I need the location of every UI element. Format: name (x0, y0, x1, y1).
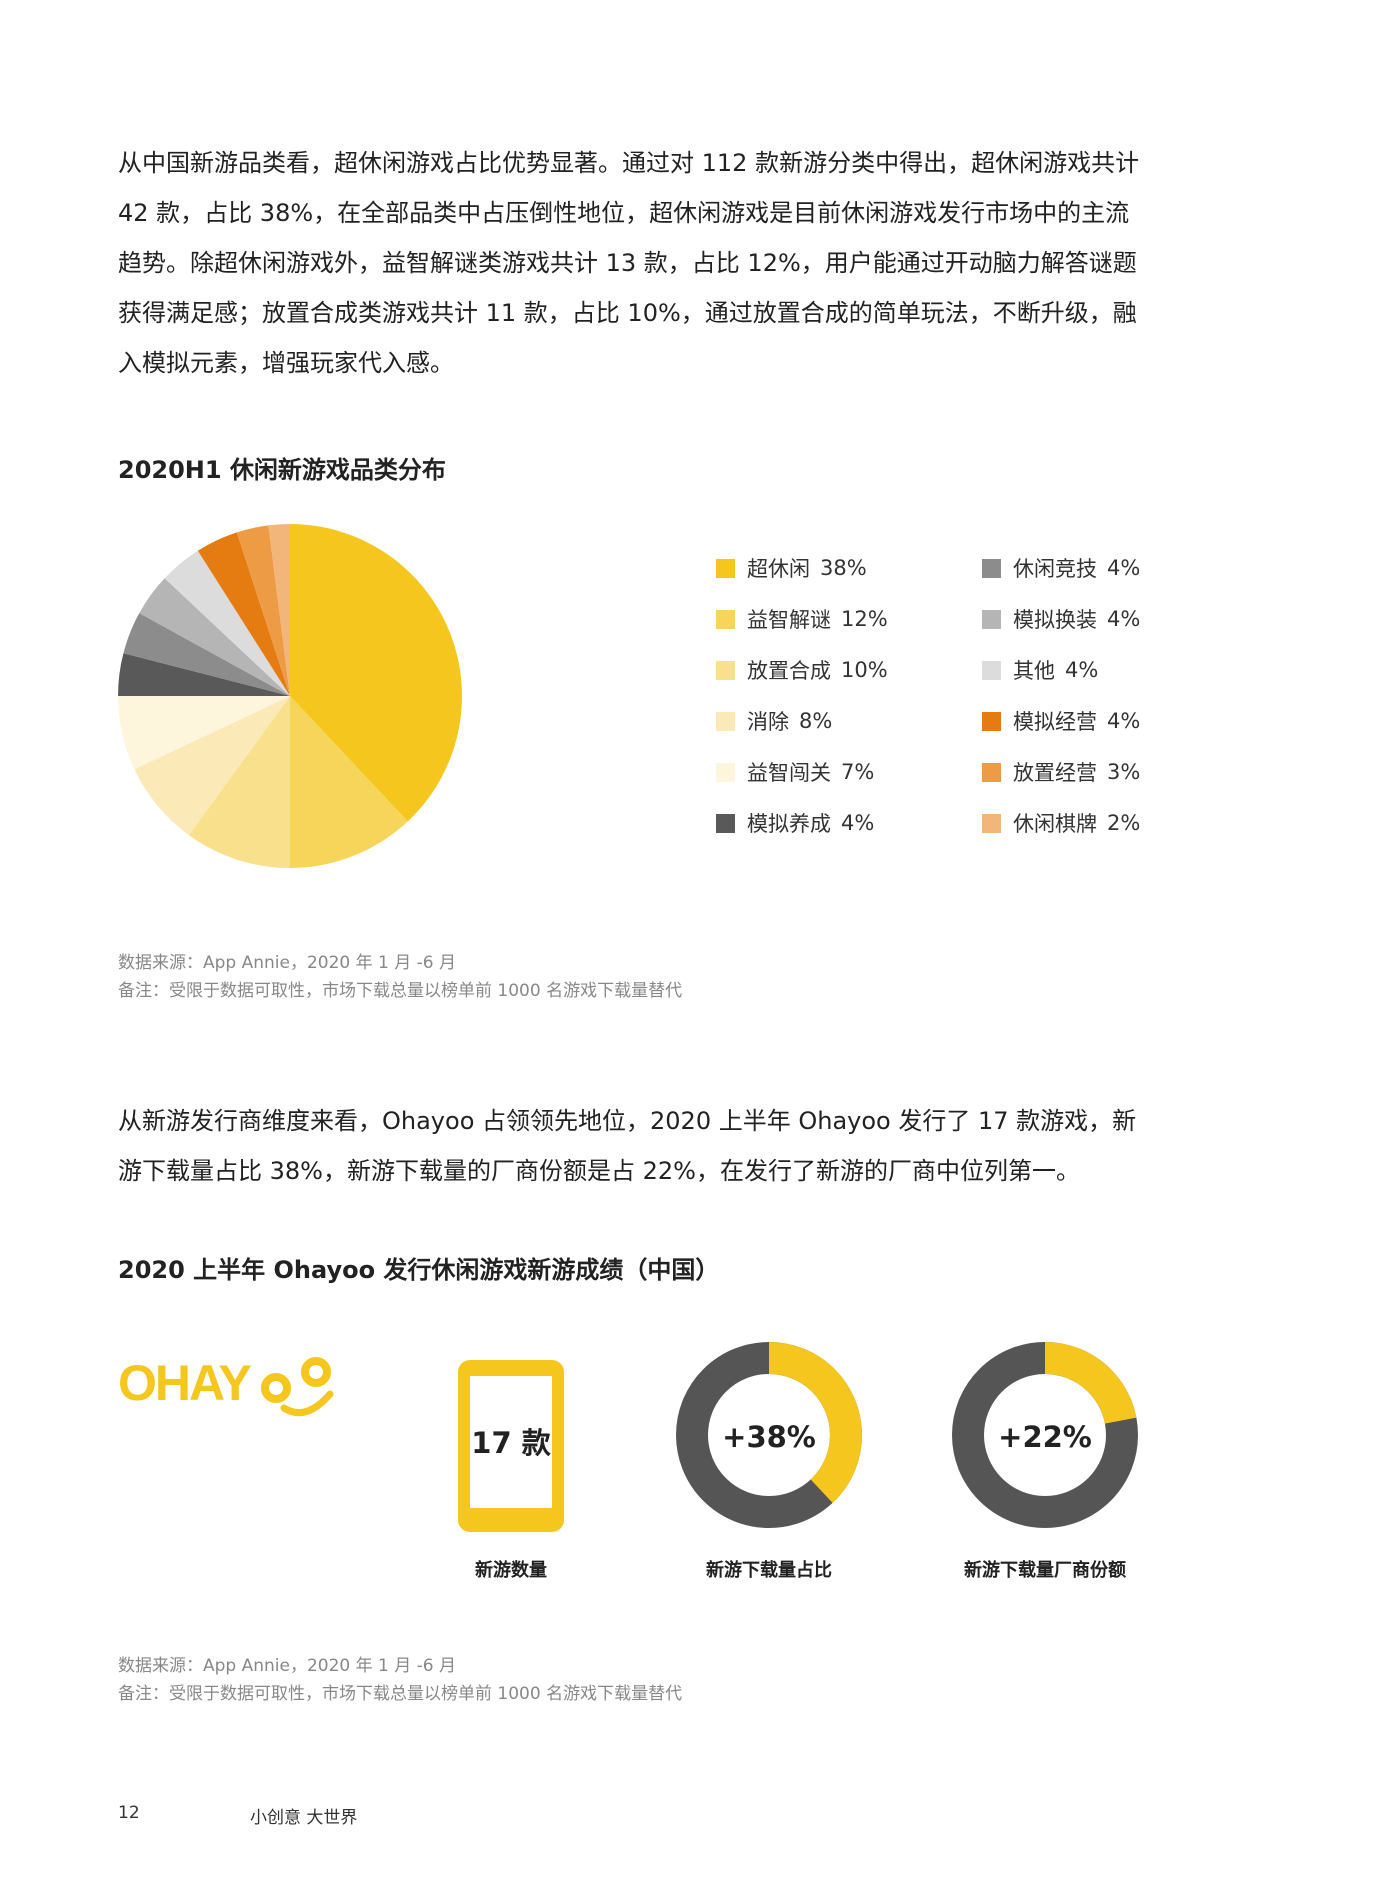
remark-note: 备注：受限于数据可取性，市场下载总量以榜单前 1000 名游戏下载量替代 (118, 1684, 683, 1704)
pie-chart-title: 2020H1 休闲新游戏品类分布 (118, 456, 446, 484)
legend-swatch (716, 762, 735, 782)
legend-item: 消除 8% (716, 707, 832, 735)
legend-item: 益智闯关 7% (716, 758, 874, 786)
category-pie-chart (118, 524, 462, 868)
legend-item: 模拟养成 4% (716, 809, 874, 837)
legend-swatch (716, 660, 735, 680)
ohayoo-section-title: 2020 上半年 Ohayoo 发行休闲游戏新游成绩（中国） (118, 1256, 720, 1284)
legend-percentage: 4% (1107, 556, 1141, 580)
legend-percentage: 3% (1107, 760, 1141, 784)
pie-slice-12 (268, 524, 290, 696)
new-games-count-label: 新游数量 (475, 1560, 547, 1581)
new-games-count-value: 17 款 (471, 1426, 551, 1460)
legend-percentage: 10% (841, 658, 888, 682)
legend-swatch (982, 660, 1001, 680)
pie-slice-1 (290, 524, 462, 822)
svg-text:OHAY: OHAY (118, 1355, 252, 1411)
download-share-donut (676, 1342, 862, 1528)
pie-slice-7 (123, 613, 291, 696)
legend-label: 其他 (1013, 659, 1055, 683)
legend-label: 休闲竞技 (1013, 557, 1097, 581)
legend-item: 休闲棋牌 2% (982, 809, 1140, 837)
legend-swatch (716, 558, 735, 578)
chart1-notes: 数据来源：App Annie，2020 年 1 月 -6 月 备注：受限于数据可… (118, 949, 682, 1005)
legend-item: 超休闲 38% (716, 554, 867, 582)
legend-item: 益智解谜 12% (716, 605, 888, 633)
legend-swatch (716, 711, 735, 731)
remark-note: 备注：受限于数据可取性，市场下载总量以榜单前 1000 名游戏下载量替代 (118, 981, 683, 1001)
legend-percentage: 4% (841, 811, 875, 835)
legend-item: 模拟换装 4% (982, 605, 1140, 633)
pie-slice-11 (236, 525, 290, 696)
legend-label: 模拟换装 (1013, 608, 1097, 632)
ohayoo-logo: OHAY (118, 1355, 334, 1417)
phone-icon (458, 1360, 564, 1532)
pie-slice-9 (164, 550, 290, 696)
legend-percentage: 8% (799, 709, 833, 733)
legend-item: 放置经营 3% (982, 758, 1140, 786)
pie-slice-6 (118, 653, 290, 696)
legend-percentage: 7% (841, 760, 875, 784)
legend-label: 放置经营 (1013, 761, 1097, 785)
data-source-note: 数据来源：App Annie，2020 年 1 月 -6 月 (118, 1656, 457, 1676)
legend-item: 放置合成 10% (716, 656, 888, 684)
legend-label: 休闲棋牌 (1013, 812, 1097, 836)
legend-label: 益智闯关 (747, 761, 831, 785)
legend-item: 模拟经营 4% (982, 707, 1140, 735)
legend-percentage: 2% (1107, 811, 1141, 835)
download-share-label: 新游下载量占比 (706, 1560, 832, 1581)
legend-percentage: 12% (841, 607, 888, 631)
legend-swatch (982, 762, 1001, 782)
donut-value-arc (952, 1342, 1138, 1528)
pie-slice-4 (134, 696, 290, 836)
publisher-paragraph: 从新游发行商维度来看，Ohayoo 占领领先地位，2020 上半年 Ohayoo… (118, 1107, 1137, 1185)
page-number: 12 (118, 1803, 140, 1823)
pie-slice-10 (197, 532, 290, 696)
data-source-note: 数据来源：App Annie，2020 年 1 月 -6 月 (118, 953, 457, 973)
legend-percentage: 4% (1107, 709, 1141, 733)
donut-value-arc (676, 1342, 862, 1528)
pie-slice-3 (188, 696, 290, 868)
legend-percentage: 38% (820, 556, 867, 580)
intro-paragraph: 从中国新游品类看，超休闲游戏占比优势显著。通过对 112 款新游分类中得出，超休… (118, 149, 1140, 377)
legend-swatch (982, 558, 1001, 578)
publisher-share-label: 新游下载量厂商份额 (964, 1560, 1126, 1581)
legend-swatch (716, 813, 735, 833)
legend-percentage: 4% (1065, 658, 1099, 682)
legend-label: 放置合成 (747, 659, 831, 683)
legend-label: 益智解谜 (747, 608, 831, 632)
legend-swatch (982, 813, 1001, 833)
legend-item: 休闲竞技 4% (982, 554, 1140, 582)
pie-slice-2 (290, 696, 408, 868)
pie-slice-5 (118, 696, 290, 770)
legend-label: 模拟经营 (1013, 710, 1097, 734)
legend-label: 超休闲 (747, 557, 810, 581)
footer-slogan: 小创意 大世界 (250, 1808, 358, 1828)
download-share-value: +38% (722, 1420, 816, 1454)
legend-swatch (982, 609, 1001, 629)
legend-percentage: 4% (1107, 607, 1141, 631)
chart2-notes: 数据来源：App Annie，2020 年 1 月 -6 月 备注：受限于数据可… (118, 1652, 682, 1708)
publisher-share-donut (952, 1342, 1138, 1528)
legend-label: 消除 (747, 710, 789, 734)
legend-label: 模拟养成 (747, 812, 831, 836)
pie-slice-8 (139, 578, 290, 696)
legend-swatch (716, 609, 735, 629)
legend-item: 其他 4% (982, 656, 1098, 684)
legend-swatch (982, 711, 1001, 731)
publisher-share-value: +22% (998, 1420, 1092, 1454)
